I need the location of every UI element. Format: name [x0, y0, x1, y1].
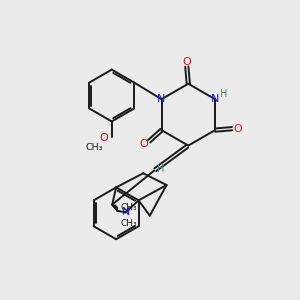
- Text: H: H: [157, 164, 164, 174]
- Text: CH₃: CH₃: [120, 203, 137, 212]
- Text: N: N: [157, 94, 166, 104]
- Text: O: O: [140, 139, 148, 149]
- Text: O: O: [182, 57, 191, 67]
- Text: CH₃: CH₃: [121, 219, 137, 228]
- Text: O: O: [99, 133, 108, 143]
- Text: N: N: [122, 207, 130, 217]
- Text: CH₃: CH₃: [86, 143, 104, 152]
- Text: N: N: [211, 94, 219, 104]
- Text: H: H: [220, 89, 227, 99]
- Text: O: O: [233, 124, 242, 134]
